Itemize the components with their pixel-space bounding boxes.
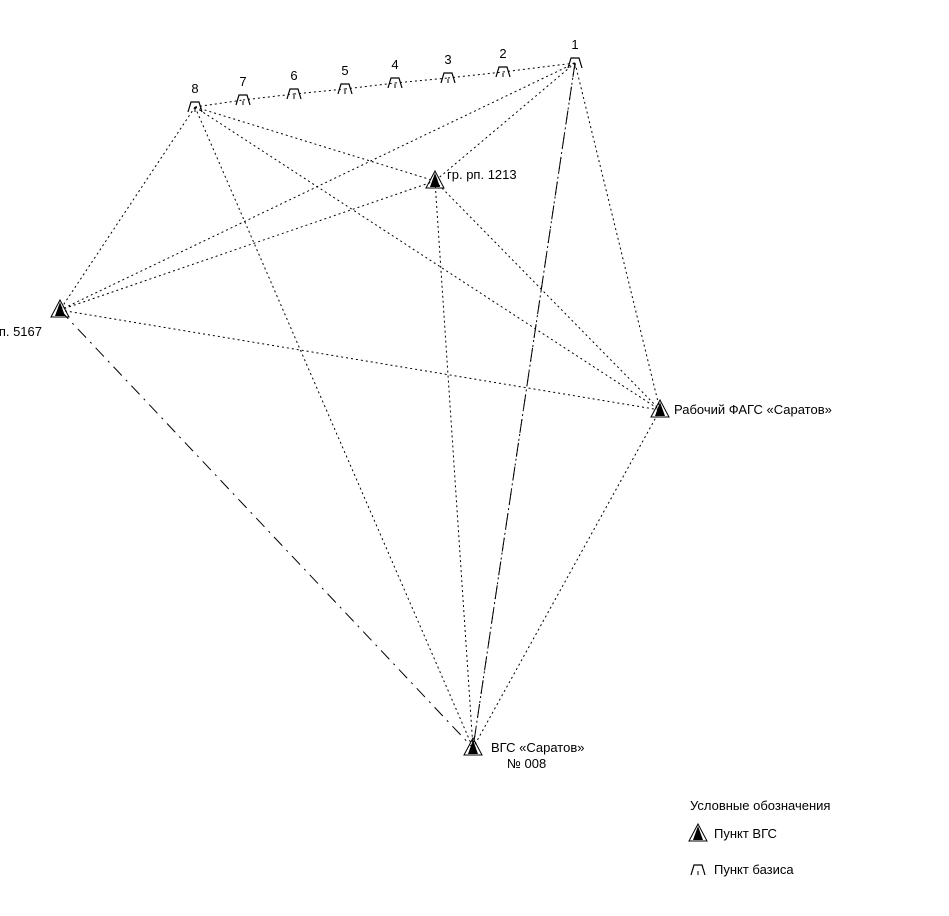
edge-b6-b5: [294, 89, 345, 94]
vgs-node-vgs008: [464, 738, 482, 755]
edge-b1-rp5167: [60, 63, 575, 310]
basis-label-b3: 3: [444, 52, 451, 67]
edge-b8-b7: [195, 100, 243, 107]
edge-fags-vgs008: [473, 410, 660, 748]
edge-rp5167-fags: [60, 310, 660, 410]
legend-item-vgs: Пункт ВГС: [714, 826, 777, 841]
legend-vgs-icon: [689, 824, 707, 841]
edge-rp1213-rp5167: [60, 181, 435, 310]
edge-b2-b1: [503, 63, 575, 72]
edge-rp1213-vgs008: [435, 181, 473, 748]
edge-b8-vgs008: [195, 107, 473, 748]
edges-layer: [60, 63, 660, 748]
vgs-node-rp1213: [426, 171, 444, 188]
edge-b7-b6: [243, 94, 294, 100]
basis-label-b6: 6: [290, 68, 297, 83]
edge-b4-b3: [395, 78, 448, 83]
edge-b1-vgs008-longdash: [473, 63, 575, 748]
basis-label-b2: 2: [499, 46, 506, 61]
vgs-label-rp1213: гр. рп. 1213: [447, 167, 517, 182]
labels-layer: гр. рп. 1213 гр. рп. 5167 Рабочий ФАГС «Са…: [0, 37, 832, 771]
basis-label-b4: 4: [391, 57, 398, 72]
edge-b5-b4: [345, 83, 395, 89]
vgs-node-rp5167: [51, 300, 69, 317]
basis-label-b5: 5: [341, 63, 348, 78]
edge-b8-rp1213: [195, 107, 435, 181]
basis-label-b1: 1: [571, 37, 578, 52]
nodes-layer: [51, 58, 669, 755]
legend: Условные обозначения Пункт ВГС Пункт базис…: [689, 798, 830, 877]
edge-b8-fags: [195, 107, 660, 410]
edge-rp5167-vgs008-dashdot: [60, 310, 473, 748]
geodetic-network-diagram: гр. рп. 1213 гр. рп. 5167 Рабочий ФАГС «Са…: [0, 0, 949, 916]
legend-basis-icon: [691, 865, 705, 875]
edge-b1-fags: [575, 63, 660, 410]
vgs-label-vgs008: ВГС «Саратов»: [491, 740, 584, 755]
vgs-label2-vgs008: № 008: [507, 756, 546, 771]
edge-b1-rp1213: [435, 63, 575, 181]
legend-item-basis: Пункт базиса: [714, 862, 794, 877]
edge-b8-rp5167: [60, 107, 195, 310]
basis-label-b8: 8: [191, 81, 198, 96]
legend-title: Условные обозначения: [690, 798, 830, 813]
edge-rp1213-fags: [435, 181, 660, 410]
vgs-label-rp5167: гр. рп. 5167: [0, 324, 42, 339]
vgs-label-fags: Рабочий ФАГС «Саратов»: [674, 402, 832, 417]
basis-label-b7: 7: [239, 74, 246, 89]
edge-b3-b2: [448, 72, 503, 78]
